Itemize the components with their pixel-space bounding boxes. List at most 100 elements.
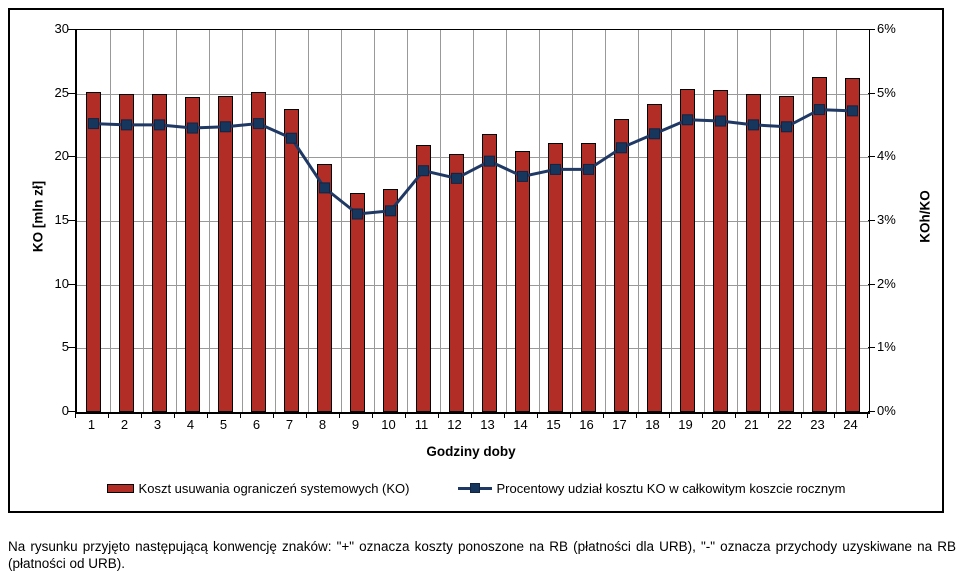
- line-marker-hour-4: [187, 122, 198, 134]
- x-axis-tick-label: 22: [777, 417, 792, 432]
- chart-figure: KO [mln zł] KOh/KO Godziny doby Koszt us…: [8, 8, 944, 513]
- x-axis-tick-label: 18: [645, 417, 660, 432]
- line-marker-hour-6: [253, 118, 264, 130]
- x-axis-tick: [438, 413, 439, 418]
- bar-hour-3: [152, 93, 167, 412]
- x-axis-tick: [867, 413, 868, 418]
- bar-hour-17: [614, 119, 629, 412]
- x-axis-tick-label: 4: [186, 417, 195, 432]
- line-marker-hour-23: [814, 104, 825, 116]
- x-axis-tick: [570, 413, 571, 418]
- bar-hour-8: [317, 163, 332, 412]
- x-axis-tick: [372, 413, 373, 418]
- x-axis-tick-label: 14: [513, 417, 528, 432]
- bar-hour-23: [812, 77, 827, 412]
- horizontal-gridline: [77, 284, 869, 286]
- x-axis-tick: [735, 413, 736, 418]
- horizontal-gridline: [77, 93, 869, 95]
- left-axis-tick: [68, 283, 75, 285]
- right-axis-tick: [868, 156, 875, 158]
- x-axis-tick-label: 20: [711, 417, 726, 432]
- x-axis-tick-label: 3: [153, 417, 162, 432]
- left-axis-tick: [68, 347, 75, 349]
- x-axis-tick-label: 2: [120, 417, 129, 432]
- left-axis-tick-label: 25: [54, 84, 69, 100]
- x-axis-tick-label: 16: [579, 417, 594, 432]
- x-axis-tick: [273, 413, 274, 418]
- line-marker-hour-10: [385, 205, 396, 217]
- bar-hour-20: [713, 89, 728, 412]
- line-marker-hour-18: [649, 128, 660, 140]
- x-axis-tick-label: 15: [546, 417, 561, 432]
- x-axis-tick-label: 17: [612, 417, 627, 432]
- bar-hour-19: [680, 88, 695, 412]
- x-axis-tick: [669, 413, 670, 418]
- right-axis-tick-label: 5%: [877, 84, 896, 100]
- left-axis-tick-label: 10: [54, 275, 69, 291]
- x-axis-tick-label: 5: [219, 417, 228, 432]
- line-marker-hour-1: [88, 118, 99, 130]
- left-axis-tick-label: 5: [61, 339, 69, 355]
- x-axis-tick: [339, 413, 340, 418]
- horizontal-gridline: [77, 348, 869, 350]
- right-axis-tick: [868, 220, 875, 221]
- x-axis-title: Godziny doby: [426, 444, 516, 459]
- x-axis-tick-label: 8: [318, 417, 327, 432]
- left-axis-tick-label: 0: [61, 403, 69, 418]
- line-marker-hour-21: [748, 119, 759, 131]
- right-axis-tick: [868, 283, 875, 285]
- line-marker-hour-7: [286, 132, 297, 144]
- right-axis-tick: [868, 92, 875, 94]
- line-marker-hour-16: [583, 163, 594, 175]
- line-marker-hour-8: [319, 182, 330, 194]
- x-axis-tick: [75, 413, 76, 418]
- bar-hour-10: [383, 189, 398, 412]
- left-axis-tick: [68, 220, 75, 221]
- bar-hour-11: [416, 144, 431, 412]
- bar-hour-9: [350, 192, 365, 412]
- x-axis-tick: [240, 413, 241, 418]
- legend-item-line: Procentowy udział kosztu KO w całkowitym…: [457, 481, 846, 496]
- bar-hour-2: [119, 93, 134, 412]
- left-axis-tick-label: 15: [54, 212, 69, 227]
- x-axis-tick: [702, 413, 703, 418]
- legend-item-bar: Koszt usuwania ograniczeń systemowych (K…: [106, 481, 410, 496]
- x-axis-tick: [405, 413, 406, 418]
- bar-hour-18: [647, 103, 662, 412]
- right-axis-tick-label: 4%: [877, 148, 896, 164]
- bar-hour-22: [779, 96, 794, 412]
- horizontal-gridline: [77, 157, 869, 159]
- line-marker-hour-11: [418, 165, 429, 177]
- line-marker-hour-20: [715, 115, 726, 127]
- horizontal-gridline: [77, 221, 869, 222]
- x-axis-tick-label: 11: [414, 417, 429, 432]
- right-axis-tick: [868, 347, 875, 349]
- figure-caption: Na rysunku przyjęto następującą konwencj…: [8, 538, 956, 571]
- x-axis-tick: [537, 413, 538, 418]
- bar-hour-24: [845, 78, 860, 412]
- line-marker-hour-24: [847, 105, 858, 117]
- right-axis-tick-label: 0%: [877, 403, 896, 418]
- right-axis-tick: [868, 411, 875, 412]
- legend-label-line: Procentowy udział kosztu KO w całkowitym…: [496, 481, 846, 496]
- bar-hour-6: [251, 92, 266, 412]
- right-axis-tick-label: 1%: [877, 339, 896, 355]
- x-axis-tick: [174, 413, 175, 418]
- right-axis-title: KOh/KO: [917, 190, 933, 243]
- right-axis-tick: [868, 29, 875, 30]
- left-axis-tick: [68, 29, 75, 30]
- bar-series-swatch: [106, 484, 134, 493]
- line-marker-hour-3: [154, 119, 165, 131]
- x-axis-tick: [768, 413, 769, 418]
- right-axis-tick-label: 6%: [877, 21, 896, 36]
- line-marker-hour-2: [121, 119, 132, 131]
- x-axis-tick-label: 19: [678, 417, 693, 432]
- left-axis-tick: [68, 411, 75, 412]
- x-axis-tick-label: 7: [285, 417, 294, 432]
- right-axis-tick-label: 3%: [877, 212, 896, 227]
- bar-hour-16: [581, 143, 596, 412]
- plot-area: [75, 29, 870, 414]
- line-series-swatch: [457, 483, 492, 494]
- x-axis-tick: [801, 413, 802, 418]
- x-axis-tick-label: 24: [843, 417, 858, 432]
